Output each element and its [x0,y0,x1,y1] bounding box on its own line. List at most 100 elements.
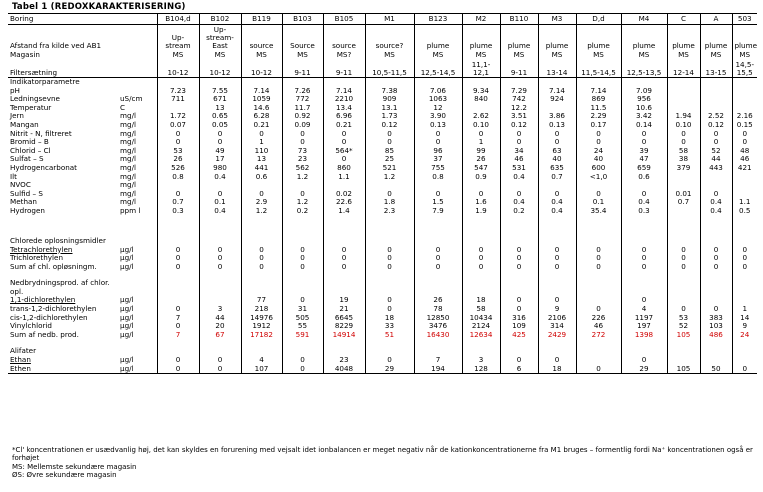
row-unit: mg/l [120,172,136,181]
cell-value: 0 [499,138,538,147]
cell-value: 4 [240,356,282,365]
cell-value: 521 [364,163,414,173]
cell-value: 671 [198,95,241,104]
cell-value: 3 [461,356,500,365]
cell-value: 0 [322,129,365,139]
cell-value: 0.01 [666,189,700,199]
cell-value: <1,0 [575,172,621,182]
cell-value: 7.38 [364,86,414,96]
cell-value: 7.14 [575,86,621,96]
cell-value: 0 [620,138,667,147]
cell-value: 12850 [413,313,462,323]
cell-value: 505 [281,313,323,323]
row-label: Sulfat – S [10,155,44,164]
cell-value: MS [575,50,621,60]
cell-value [620,181,667,190]
cell-value [731,86,757,96]
cell-value: 0 [240,129,282,139]
row-label: Ethen [8,364,118,375]
cell-value: 0 [198,262,241,272]
cell-value: 425 [499,330,538,340]
table-row: Chlorid – Cl mg/l 53 49 110 73 564* 85 96 99 34 63 2… [8,146,757,156]
table-title: Tabel 1 (REDOXKARAKTERISERING) [12,2,186,12]
cell-value: 109 [499,322,538,331]
cell-value [537,181,576,190]
cell-value: 526 [156,163,199,173]
cell-value: MS [240,50,282,60]
cell-value [537,103,576,113]
cell-value: 869 [575,95,621,104]
cell-value: 0 [240,262,282,272]
cell-value: 46 [575,322,621,331]
cell-value: 29 [364,364,414,375]
cell-value: 421 [731,163,757,173]
cell-value: 0.09 [281,120,323,130]
cell-value: 0 [461,189,500,199]
cell-value [731,189,757,199]
row-label: Ledningsevne [10,95,60,104]
cell-value: 0.2 [499,206,538,216]
table-row: Hydrogen ppm l 0.3 0.4 1.2 0.2 1.4 2.3 7.9 1.9 0.2… [8,206,757,216]
cell-value: 0 [156,189,199,199]
column-header: B103 [281,13,323,25]
row-unit: mg/l [120,155,136,164]
cell-value: 0 [461,262,500,272]
cell-value [699,181,732,190]
cell-value [322,181,365,190]
row-label: Magasin [10,50,40,60]
cell-value: 11,1- 12,1 [461,59,500,78]
cell-value: 3476 [413,322,462,331]
cell-value: 0 [666,305,700,314]
cell-value [666,181,700,190]
cell-value: plume [666,24,700,51]
cell-value: 924 [537,95,576,104]
cell-value: 6.28 [240,112,282,121]
cell-value: 6645 [322,313,365,323]
row-unit: µg/l [120,254,134,263]
cell-value: 0.1 [575,198,621,207]
column-header: A [699,13,732,25]
cell-value: 1197 [620,313,667,323]
cell-value [666,95,700,104]
cell-value: 1.72 [156,112,199,121]
table-row: Sum af nedb. prod. µg/l 7 67 17182 591 14914 51… [8,330,757,340]
table-row: Vinylchlorid µg/l 0 20 1912 55 8229 33 3476 2124 1… [8,322,757,331]
cell-value: 1.2 [281,198,323,207]
cell-value: 1.5 [413,198,462,207]
cell-value: 711 [156,95,199,104]
cell-value: 0 [666,138,700,147]
cell-value: source [322,24,365,51]
cell-value: 0 [575,364,621,375]
row-unit: mg/l [120,112,136,121]
cell-value: 956 [620,95,667,104]
cell-value: MS [731,50,757,60]
cell-value: 0 [413,189,462,199]
cell-value: 635 [537,163,576,173]
cell-value: 755 [413,163,462,173]
cell-value: 0 [156,138,199,147]
cell-value: 0.13 [413,120,462,130]
cell-value: 12 [413,103,462,113]
cell-value: 14 [731,313,757,323]
row-label: Vinylchlorid [10,322,52,331]
row-unit: µg/l [120,296,134,305]
row-unit: mg/l [120,138,136,147]
cell-value: 0 [666,245,700,255]
cell-value: 33 [364,322,414,331]
cell-value: 0 [156,305,199,314]
cell-value: MS [413,50,462,60]
cell-value: 0 [364,245,414,255]
footnote-chlorid: *Cl' koncentrationen er usædvanlig høj, … [12,446,753,463]
cell-value: plume [699,24,732,51]
cell-value [575,181,621,190]
cell-value: plume [575,24,621,51]
cell-value: 0 [620,245,667,255]
cell-value [198,296,241,306]
cell-value: 0 [364,129,414,139]
cell-value: 0.10 [461,120,500,130]
cell-value: 1059 [240,95,282,104]
cell-value: 0.7 [537,172,576,182]
cell-value: 37 [413,155,462,164]
cell-value: 7.14 [322,86,365,96]
